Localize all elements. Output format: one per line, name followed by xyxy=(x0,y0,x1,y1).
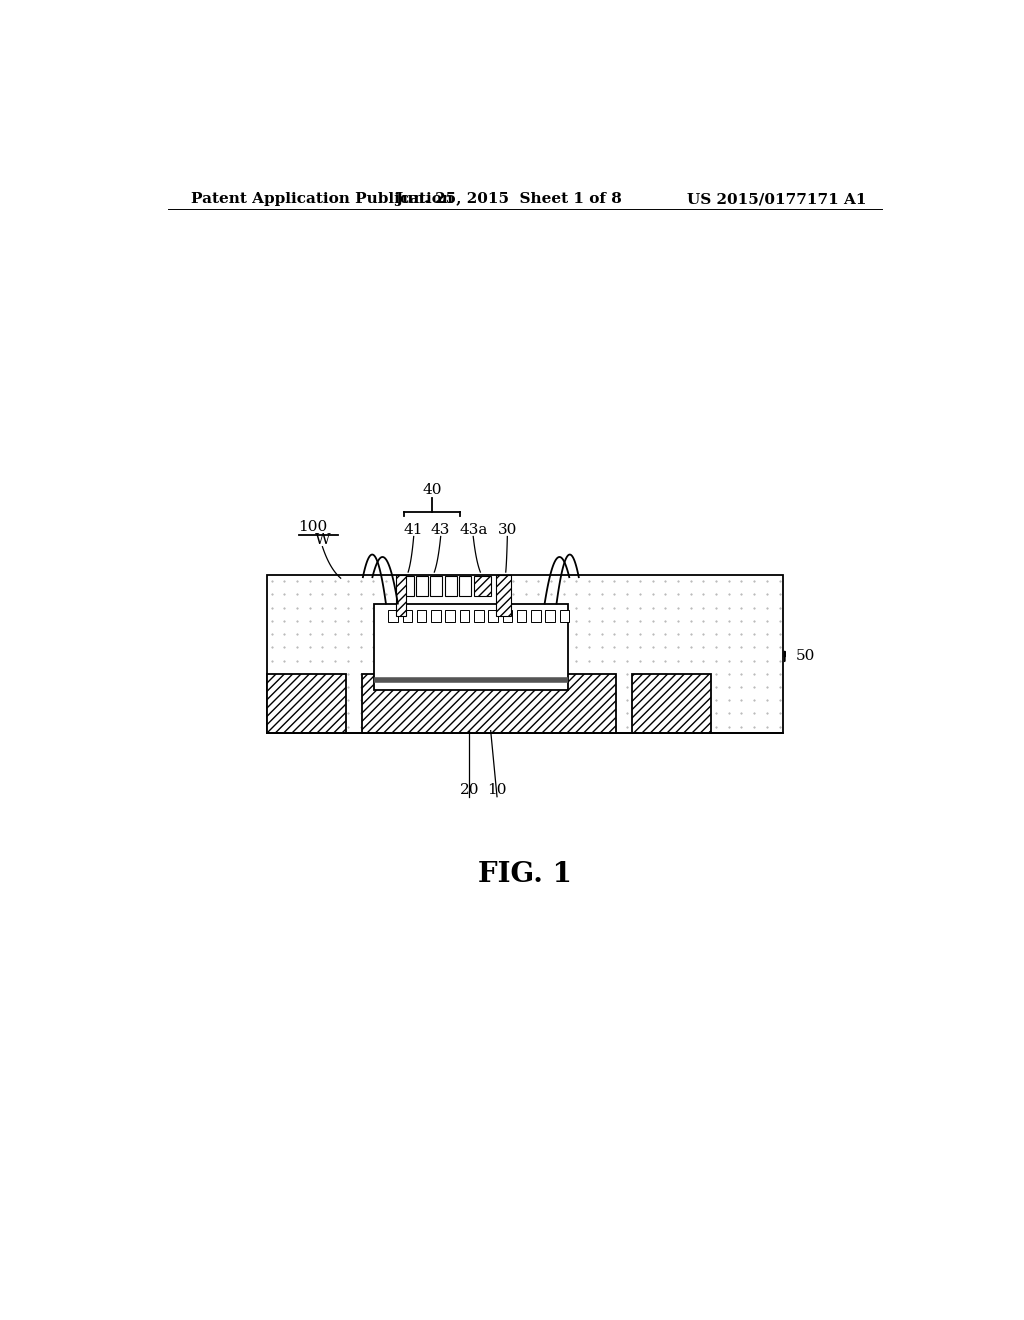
Bar xyxy=(444,576,457,597)
Text: Patent Application Publication: Patent Application Publication xyxy=(191,191,454,206)
Bar xyxy=(267,576,782,733)
Bar xyxy=(460,610,469,622)
Text: FIG. 1: FIG. 1 xyxy=(478,862,571,888)
Bar xyxy=(417,610,426,622)
Bar xyxy=(517,610,526,622)
Bar xyxy=(531,610,541,622)
Bar xyxy=(416,576,428,597)
Bar xyxy=(474,610,483,622)
Bar xyxy=(374,603,568,690)
Text: 30: 30 xyxy=(498,523,517,536)
Text: Jun. 25, 2015  Sheet 1 of 8: Jun. 25, 2015 Sheet 1 of 8 xyxy=(395,191,623,206)
Text: 41: 41 xyxy=(403,523,424,536)
Bar xyxy=(497,576,511,616)
Text: 50: 50 xyxy=(797,649,815,664)
Bar xyxy=(560,610,569,622)
Text: 20: 20 xyxy=(460,783,479,797)
Bar xyxy=(431,610,440,622)
Text: 43: 43 xyxy=(431,523,451,536)
Bar xyxy=(401,576,414,597)
Text: W: W xyxy=(314,533,331,546)
Bar xyxy=(388,610,398,622)
Bar xyxy=(396,576,406,616)
Bar xyxy=(459,576,471,597)
Bar xyxy=(430,576,442,597)
Text: 40: 40 xyxy=(422,483,441,496)
Text: US 2015/0177171 A1: US 2015/0177171 A1 xyxy=(686,191,866,206)
Bar xyxy=(546,610,555,622)
Bar xyxy=(503,610,512,622)
Bar xyxy=(488,610,498,622)
Bar xyxy=(474,576,492,597)
Text: 43a: 43a xyxy=(459,523,487,536)
Text: 100: 100 xyxy=(299,520,328,535)
Bar xyxy=(632,673,712,733)
Bar xyxy=(445,610,455,622)
Text: 10: 10 xyxy=(487,783,507,797)
Bar xyxy=(267,673,346,733)
Bar xyxy=(402,610,412,622)
Bar xyxy=(362,673,616,733)
